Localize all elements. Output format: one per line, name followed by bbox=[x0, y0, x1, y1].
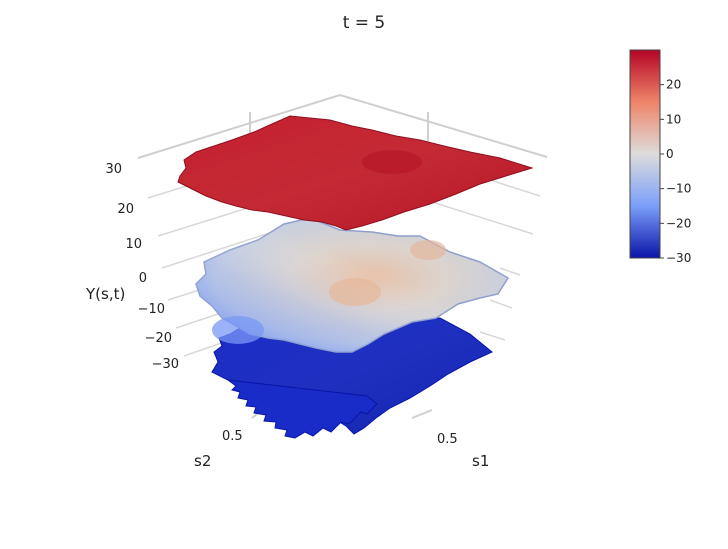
surface-middle-cool-patch bbox=[212, 316, 264, 344]
surface-upper bbox=[177, 115, 534, 231]
y-axis-label: s2 bbox=[194, 452, 211, 470]
z-tick-label: −10 bbox=[138, 302, 165, 317]
lower-jagged-edge bbox=[226, 379, 378, 439]
colorbar-tick-label: −20 bbox=[666, 216, 691, 230]
z-tick-label: 30 bbox=[105, 162, 122, 177]
surface-middle-warm-patch bbox=[329, 278, 381, 306]
colorbar: 20 10 0 −10 −20 −30 bbox=[629, 49, 691, 265]
z-tick-label: 10 bbox=[125, 237, 142, 252]
colorbar-tick-label: 20 bbox=[666, 78, 681, 92]
x-axis-label: s1 bbox=[472, 452, 489, 470]
z-tick-label: −30 bbox=[152, 357, 179, 372]
z-tick-label: 20 bbox=[117, 202, 134, 217]
colorbar-gradient bbox=[629, 49, 661, 259]
z-axis: 30 20 10 0 −10 −20 −30 Y(s,t) bbox=[85, 162, 179, 372]
horizontal-axes: 0.5 0.5 s2 s1 bbox=[194, 429, 489, 470]
colorbar-tick-label: 0 bbox=[666, 147, 674, 161]
z-axis-label: Y(s,t) bbox=[85, 285, 125, 303]
chart-title: t = 5 bbox=[343, 13, 386, 33]
x-tick-label: 0.5 bbox=[437, 432, 458, 447]
colorbar-tick-label: 10 bbox=[666, 112, 681, 126]
colorbar-tick-label: −30 bbox=[666, 251, 691, 265]
surface-middle-warm-patch-2 bbox=[410, 240, 446, 260]
z-tick-label: −20 bbox=[145, 331, 172, 346]
surface-upper-dark-patch bbox=[362, 150, 422, 174]
colorbar-tick-label: −10 bbox=[666, 182, 691, 196]
y-tick-label: 0.5 bbox=[222, 429, 243, 444]
z-tick-label: 0 bbox=[139, 271, 147, 286]
